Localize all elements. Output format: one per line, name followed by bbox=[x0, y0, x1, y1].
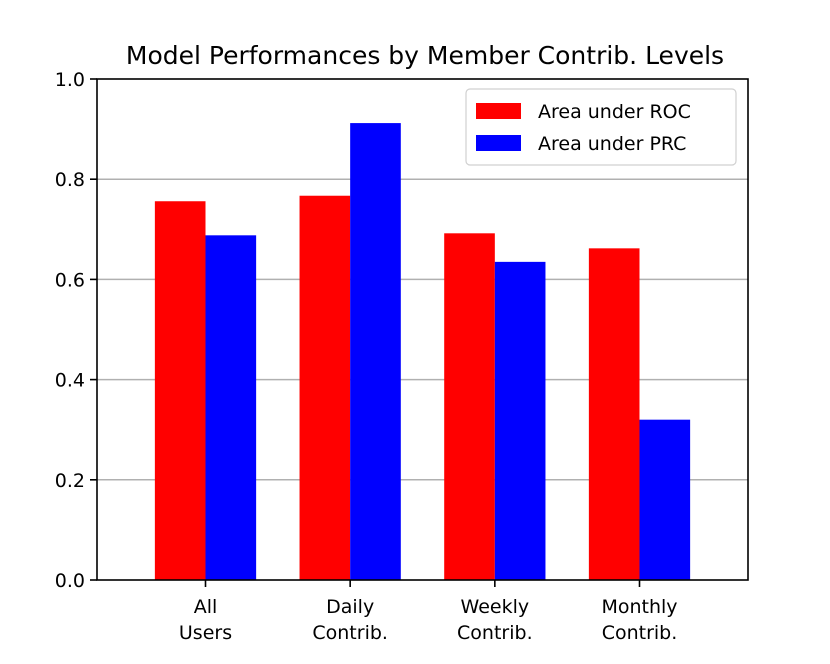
bar-area-under-roc-3 bbox=[588, 248, 640, 580]
bar-area-under-prc-2 bbox=[494, 261, 546, 580]
x-tick-label: Monthly bbox=[601, 596, 677, 618]
legend: Area under ROC Area under PRC bbox=[465, 88, 737, 166]
bar-area-under-prc-0 bbox=[205, 235, 257, 580]
y-tick-label: 0.6 bbox=[55, 269, 85, 291]
x-tick-label: Contrib. bbox=[602, 622, 678, 644]
axes-frame bbox=[96, 78, 749, 581]
bar-area-under-prc-3 bbox=[639, 419, 691, 580]
bar-area-under-roc-1 bbox=[299, 195, 351, 580]
y-tick-label: 0.4 bbox=[55, 370, 85, 392]
legend-label: Area under PRC bbox=[538, 133, 686, 155]
legend-frame bbox=[465, 88, 737, 166]
x-tick-label: Contrib. bbox=[457, 622, 533, 644]
y-tick-label: 1.0 bbox=[55, 69, 85, 91]
bars bbox=[154, 123, 691, 581]
y-axis-ticks: 0.0 0.2 0.4 0.6 0.8 1.0 bbox=[55, 69, 97, 592]
bar-area-under-roc-0 bbox=[154, 201, 206, 580]
x-tick-label: Daily bbox=[326, 596, 374, 618]
x-axis-ticks: All Users Daily Contrib. Weekly Contrib. Month… bbox=[179, 580, 678, 644]
x-tick-label: Weekly bbox=[461, 596, 530, 618]
y-tick-label: 0.2 bbox=[55, 470, 85, 492]
legend-label: Area under ROC bbox=[538, 101, 691, 123]
legend-swatch bbox=[476, 103, 521, 119]
x-tick-label: All bbox=[194, 596, 218, 618]
x-tick-label: Contrib. bbox=[312, 622, 388, 644]
chart-title: Model Performances by Member Contrib. Le… bbox=[126, 41, 724, 70]
x-tick-label: Users bbox=[179, 622, 232, 644]
bar-area-under-prc-1 bbox=[350, 123, 401, 580]
y-tick-label: 0.0 bbox=[55, 570, 85, 592]
bar-area-under-roc-2 bbox=[444, 233, 495, 581]
legend-swatch bbox=[476, 135, 521, 151]
y-tick-label: 0.8 bbox=[55, 169, 85, 191]
